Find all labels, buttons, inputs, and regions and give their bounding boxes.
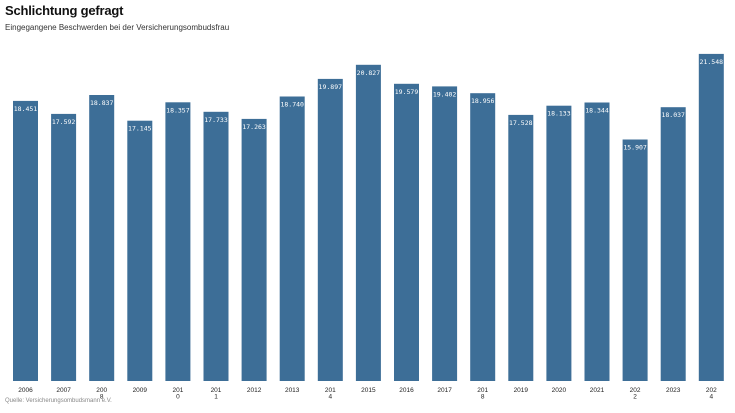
value-label-2011: 17.733 [204, 116, 228, 124]
bar-2024 [698, 53, 724, 382]
bar-2019 [508, 114, 534, 382]
x-tick-label-2010: 201 0 [172, 387, 183, 401]
x-tick-label-2024: 202 4 [706, 387, 717, 401]
x-tick-label-2008: 200 8 [96, 387, 107, 401]
x-tick-label-2007: 2007 [56, 387, 71, 394]
x-tick-label-2023: 2023 [666, 387, 681, 394]
x-tick-label-2020: 2020 [552, 387, 567, 394]
bar-2007 [51, 113, 77, 382]
x-tick-label-2019: 2019 [514, 387, 529, 394]
x-tick-label-2021: 2021 [590, 387, 605, 394]
value-label-2014: 19.897 [319, 83, 343, 91]
value-label-2010: 18.357 [166, 106, 190, 114]
bar-2011 [203, 111, 229, 382]
x-tick-label-2012: 2012 [247, 387, 262, 394]
value-label-2009: 17.145 [128, 125, 152, 133]
value-label-2024: 21.548 [700, 58, 724, 66]
x-tick-label-2018: 201 8 [477, 387, 488, 401]
value-label-2022: 15.907 [623, 144, 647, 152]
value-label-2016: 19.579 [395, 88, 419, 96]
value-label-2019: 17.528 [509, 119, 533, 127]
bar-2006 [13, 100, 38, 382]
bar-2010 [165, 102, 191, 382]
chart-title: Schlichtung gefragt [5, 3, 124, 18]
bar-2014 [317, 78, 343, 382]
bar-2008 [89, 95, 115, 381]
value-label-2017: 19.402 [433, 90, 457, 98]
bar-2022 [622, 139, 648, 381]
x-tick-label-2009: 2009 [133, 387, 148, 394]
x-tick-label-2016: 2016 [399, 387, 414, 394]
value-label-2023: 18.037 [661, 111, 685, 119]
x-tick-label-2011: 201 1 [211, 387, 222, 401]
x-tick-label-2014: 201 4 [325, 387, 336, 401]
x-tick-label-2022: 202 2 [630, 387, 641, 401]
value-label-2018: 18.956 [471, 97, 495, 105]
value-label-2007: 17.592 [52, 118, 76, 126]
value-label-2008: 18.837 [90, 99, 114, 107]
value-label-2015: 20.827 [357, 69, 381, 77]
value-label-2020: 18.133 [547, 110, 571, 118]
bar-2009 [127, 120, 153, 381]
chart-subtitle: Eingegangene Beschwerden bei der Versich… [5, 23, 230, 32]
source-note: Quelle: Versicherungsombudsmann e.V. [5, 398, 112, 404]
bar-2017 [432, 86, 458, 382]
bar-2023 [660, 107, 686, 381]
bar-2015 [355, 64, 381, 382]
bar-2013 [279, 96, 305, 381]
bar-2012 [241, 118, 267, 382]
bar-2018 [470, 93, 496, 381]
bar-2021 [584, 102, 610, 381]
x-tick-label-2013: 2013 [285, 387, 300, 394]
x-tick-label-2017: 2017 [437, 387, 452, 394]
bar-2016 [394, 83, 419, 382]
x-tick-label-2015: 2015 [361, 387, 376, 394]
value-label-2006: 18.451 [14, 105, 38, 113]
value-label-2012: 17.263 [242, 123, 266, 131]
x-tick-label-2006: 2006 [18, 387, 33, 394]
value-label-2013: 18.740 [280, 101, 304, 109]
value-label-2021: 18.344 [585, 107, 609, 115]
bar-2020 [546, 105, 572, 381]
